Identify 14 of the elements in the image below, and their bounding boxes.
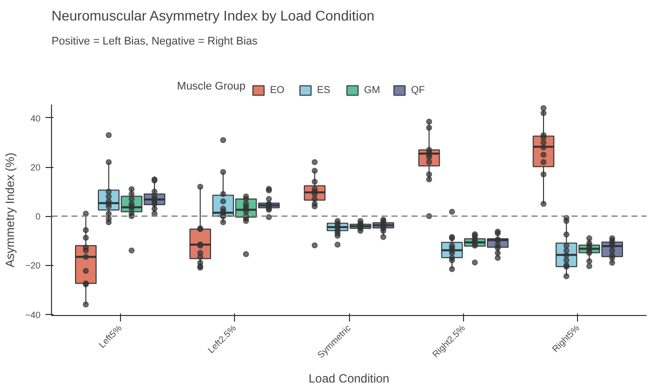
x-axis-title: Load Condition bbox=[308, 372, 390, 386]
legend-title: Muscle Group bbox=[177, 80, 246, 92]
legend-label: EO bbox=[270, 84, 286, 96]
y-axis-title: Asymmetry Index (%) bbox=[3, 152, 18, 268]
y-tick-label: 20 bbox=[30, 162, 41, 173]
y-tick-label: −20 bbox=[25, 260, 41, 271]
legend-label: QF bbox=[411, 84, 426, 96]
legend-label: GM bbox=[364, 84, 382, 96]
chart-title: Neuromuscular Asymmetry Index by Load Condition bbox=[52, 8, 374, 24]
y-tick-label: 40 bbox=[30, 113, 41, 124]
y-tick-label: −40 bbox=[25, 310, 41, 320]
y-tick-label: 0 bbox=[35, 212, 41, 222]
legend-label: ES bbox=[317, 84, 332, 96]
chart-subtitle: Positive = Left Bias, Negative = Right Bias bbox=[52, 36, 258, 48]
